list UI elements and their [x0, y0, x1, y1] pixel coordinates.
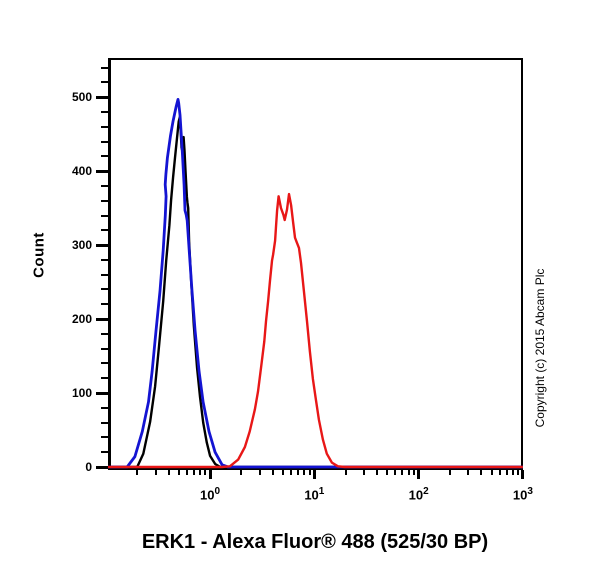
- black-curve: [108, 116, 523, 469]
- red-curve: [108, 192, 523, 469]
- x-major-tick: [521, 470, 525, 479]
- x-minor-tick: [185, 470, 188, 475]
- x-minor-tick: [297, 470, 300, 475]
- y-minor-tick: [101, 125, 108, 128]
- x-minor-tick: [271, 470, 274, 475]
- x-minor-tick: [344, 470, 347, 475]
- x-minor-tick: [449, 470, 451, 475]
- x-minor-tick: [511, 470, 514, 475]
- y-major-tick: [96, 243, 108, 247]
- x-tick-label: 100: [200, 486, 221, 503]
- x-minor-tick: [177, 470, 180, 475]
- x-minor-tick: [192, 470, 195, 475]
- x-minor-tick: [290, 470, 293, 475]
- x-minor-tick: [376, 470, 379, 475]
- y-major-tick: [96, 317, 108, 321]
- y-minor-tick: [101, 273, 108, 276]
- x-minor-tick: [204, 470, 207, 475]
- y-minor-tick: [101, 110, 108, 113]
- y-minor-tick: [101, 406, 108, 409]
- x-major-tick: [208, 470, 212, 479]
- x-minor-tick: [412, 470, 415, 475]
- y-tick-label: 500: [71, 90, 92, 105]
- y-minor-tick: [101, 258, 108, 261]
- x-minor-tick: [240, 470, 243, 475]
- x-minor-tick: [303, 470, 306, 475]
- copyright-text: Copyright (c) 2015 Abcam Plc: [533, 268, 547, 428]
- y-major-tick: [96, 391, 108, 395]
- y-minor-tick: [101, 288, 108, 291]
- y-tick-label: 0: [85, 460, 92, 474]
- blue-curve: [108, 98, 523, 469]
- x-minor-tick: [154, 470, 157, 475]
- y-major-tick: [96, 95, 108, 99]
- y-tick-label: 100: [71, 386, 92, 401]
- x-tick-label: 102: [408, 486, 429, 503]
- x-minor-tick: [258, 470, 261, 475]
- y-minor-tick: [101, 436, 108, 439]
- x-minor-tick: [363, 470, 366, 475]
- x-minor-tick: [198, 470, 201, 475]
- x-minor-tick: [167, 470, 170, 475]
- y-major-tick: [96, 465, 108, 469]
- y-tick-label: 300: [71, 238, 92, 253]
- x-minor-tick: [401, 470, 404, 475]
- x-minor-tick: [505, 470, 508, 475]
- x-minor-tick: [517, 470, 520, 475]
- x-tick-label: 101: [304, 486, 325, 503]
- y-minor-tick: [101, 155, 108, 158]
- y-minor-tick: [101, 362, 108, 365]
- y-minor-tick: [101, 229, 108, 232]
- y-major-tick: [96, 169, 108, 173]
- y-minor-tick: [101, 81, 108, 84]
- y-minor-tick: [101, 303, 108, 306]
- x-minor-tick: [308, 470, 311, 475]
- y-minor-tick: [101, 140, 108, 143]
- y-axis-title: Count: [30, 232, 48, 278]
- y-minor-tick: [101, 332, 108, 335]
- x-minor-tick: [490, 470, 493, 475]
- y-minor-tick: [101, 377, 108, 380]
- y-minor-tick: [101, 347, 108, 350]
- y-tick-label: 400: [71, 164, 92, 179]
- y-minor-tick: [101, 199, 108, 202]
- x-minor-tick: [498, 470, 501, 475]
- x-major-tick: [417, 470, 421, 479]
- x-minor-tick: [394, 470, 397, 475]
- x-minor-tick: [407, 470, 410, 475]
- x-tick-label: 103: [512, 486, 533, 503]
- x-minor-tick: [281, 470, 284, 475]
- chart-title: ERK1 - Alexa Fluor® 488 (525/30 BP): [141, 531, 489, 553]
- x-major-tick: [312, 470, 316, 479]
- curves-svg: [108, 98, 523, 469]
- y-minor-tick: [101, 214, 108, 217]
- y-minor-tick: [101, 66, 108, 69]
- x-minor-tick: [136, 470, 139, 475]
- y-minor-tick: [101, 184, 108, 187]
- x-minor-tick: [467, 470, 470, 475]
- x-minor-tick: [386, 470, 389, 475]
- y-minor-tick: [101, 421, 108, 424]
- y-tick-label: 200: [71, 312, 92, 327]
- y-minor-tick: [101, 451, 108, 454]
- x-minor-tick: [480, 470, 483, 475]
